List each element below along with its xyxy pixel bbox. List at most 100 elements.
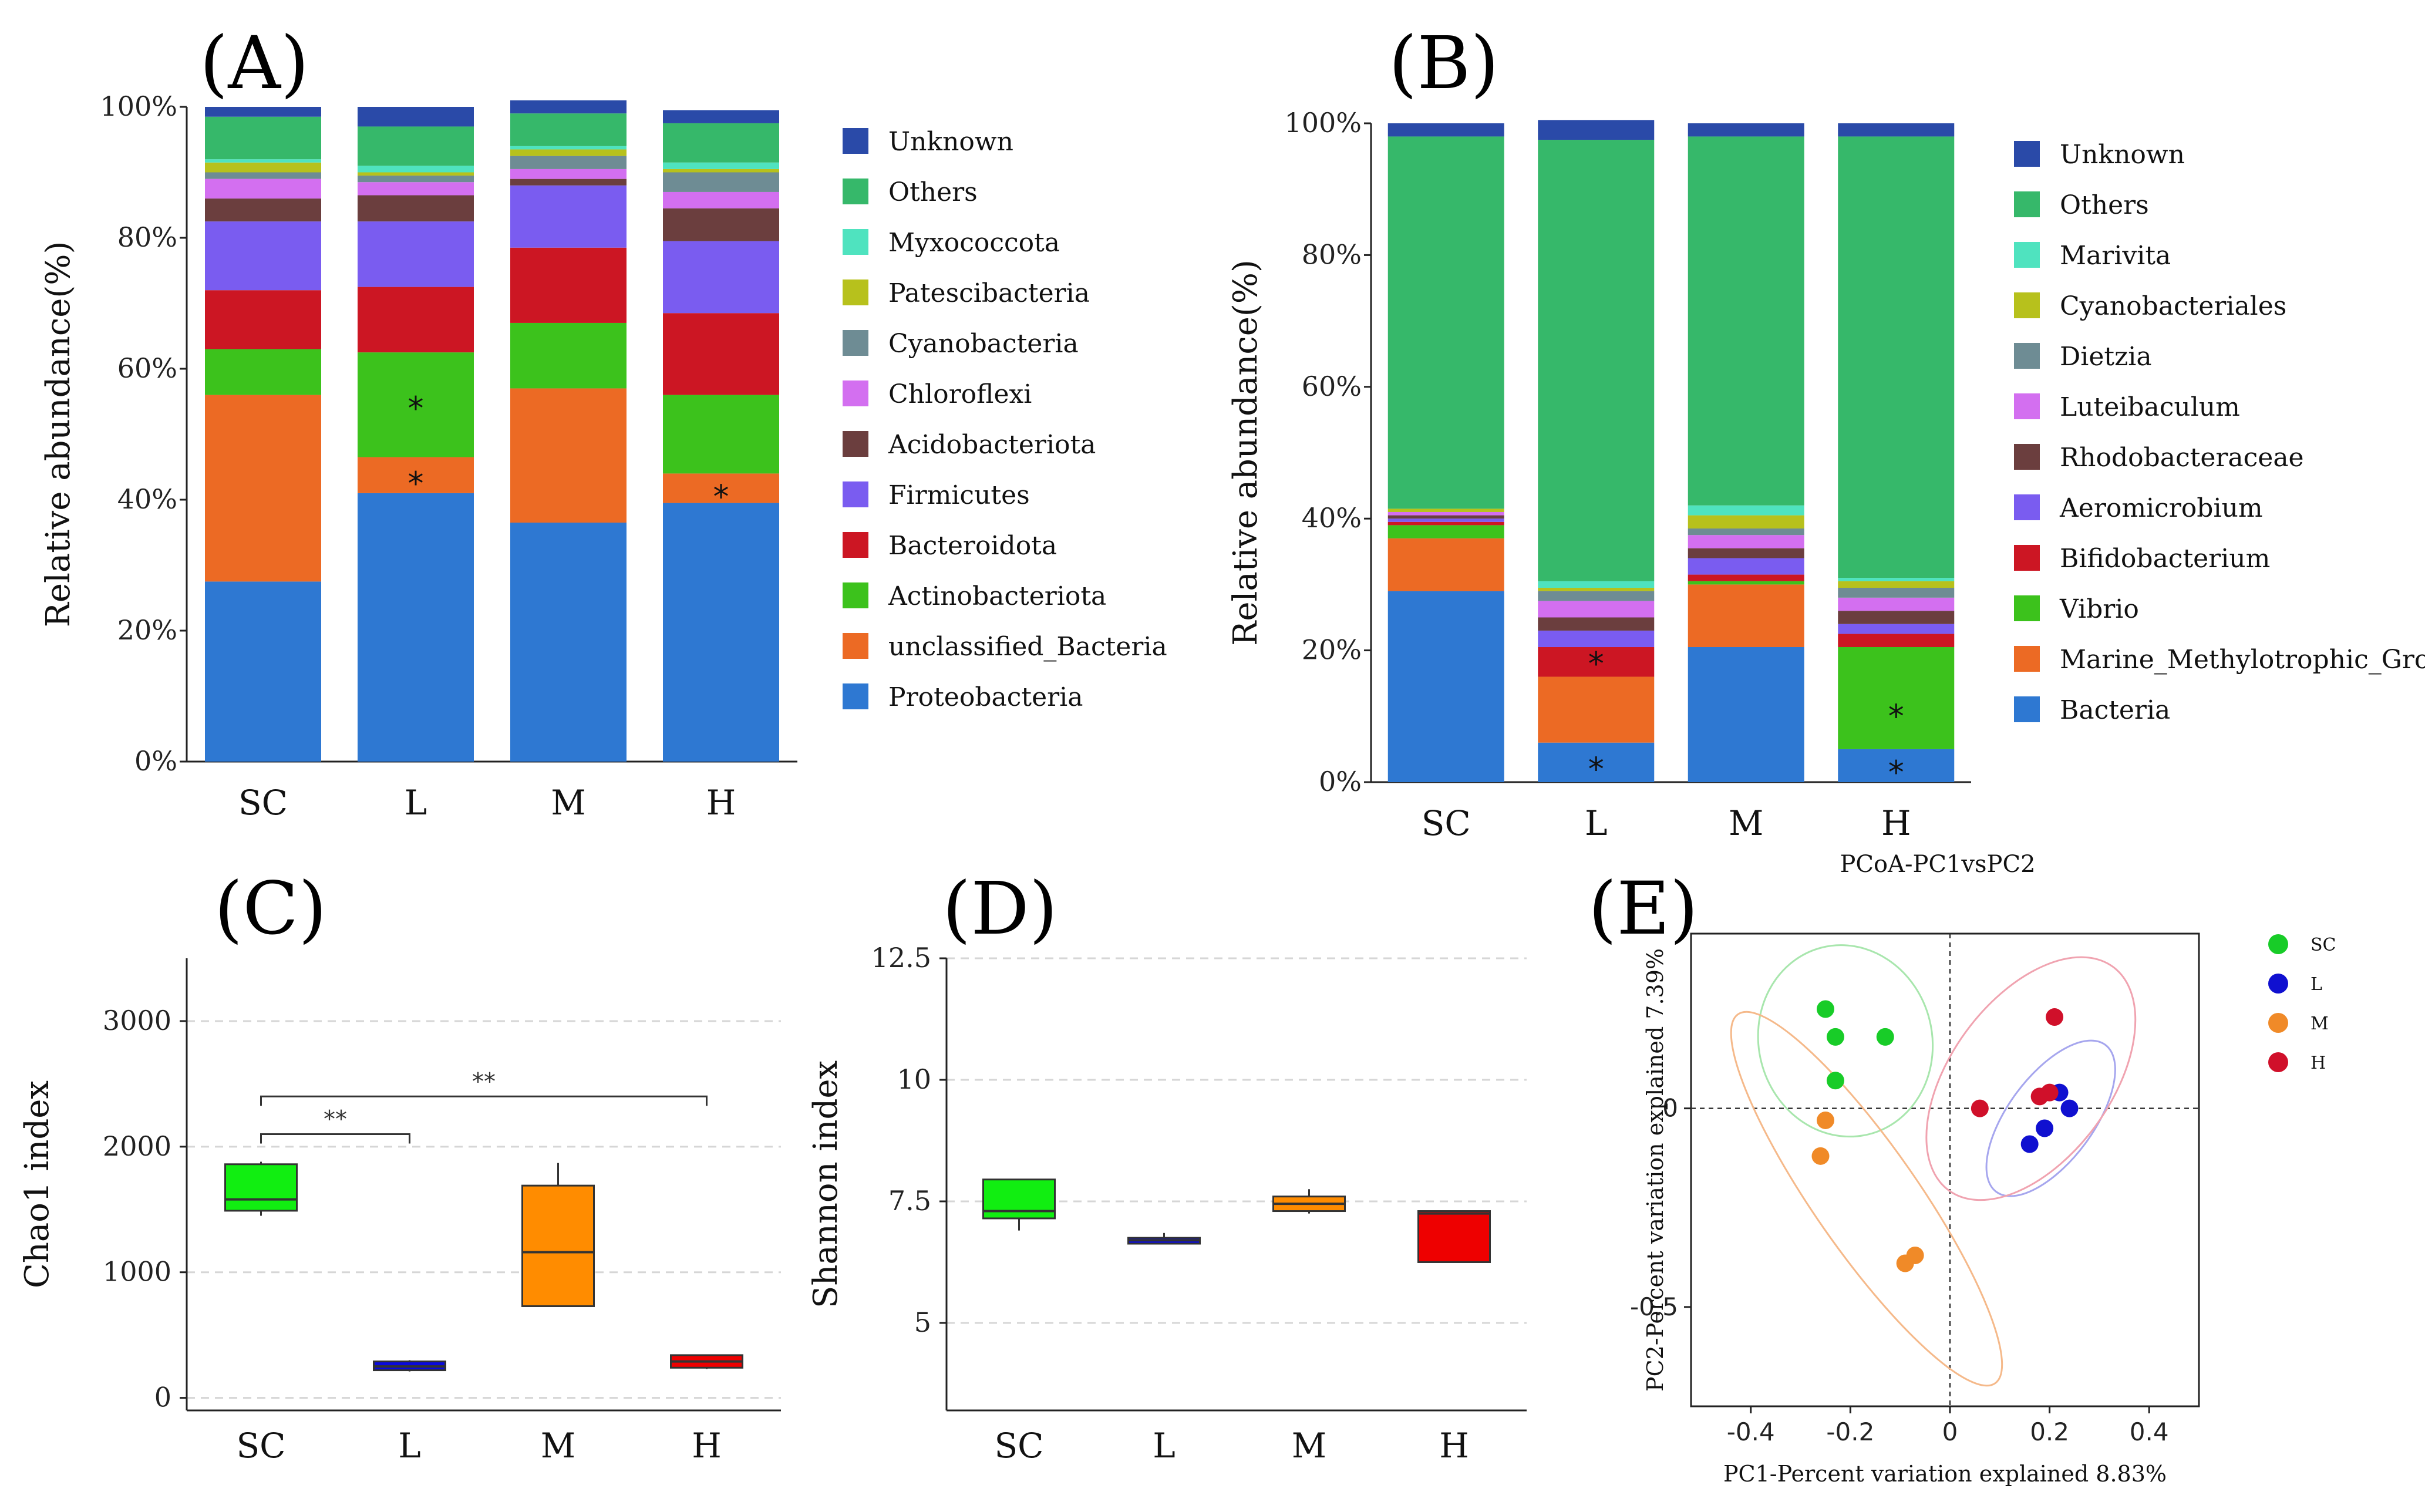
significance-star: *: [1588, 750, 1604, 787]
bar-segment-bifidobacterium-sc: [1387, 521, 1504, 526]
bar-segment-patescibacteria-h: [663, 169, 779, 173]
box-body-sc: [224, 1163, 298, 1212]
legend-swatch-luteibaculum: [2014, 393, 2040, 419]
bar-segment-chloroflexi-m: [510, 169, 627, 179]
bar-segment-bacteria-h: [1838, 749, 1955, 782]
panel-label-a: (A): [200, 21, 309, 106]
y-tick-label: 20%: [117, 614, 177, 646]
bar-segment-proteobacteria-l: [358, 493, 474, 762]
legend-label-unknown: Unknown: [888, 127, 1013, 157]
bar-segment-firmicutes-m: [510, 185, 627, 248]
bar-segment-luteibaculum-sc: [1387, 511, 1504, 516]
legend-swatch-cyanobacteriales: [2014, 292, 2040, 318]
scatter-point-h: [1971, 1099, 1989, 1117]
y-tick-label: 100%: [100, 90, 177, 122]
significance-bracket: [260, 1133, 410, 1144]
bar-segment-unknown-l: [358, 107, 474, 127]
y-tick-label: 5: [914, 1306, 931, 1338]
legend-swatch-unknown: [2014, 141, 2040, 167]
bar-segment-myxococcota-sc: [205, 159, 321, 163]
bar-segment-firmicutes-h: [663, 241, 779, 314]
bar-segment-chloroflexi-l: [358, 182, 474, 196]
bar-segment-cyanobacteria-h: [663, 172, 779, 192]
bar-segment-luteibaculum-h: [1838, 597, 1955, 611]
legend-swatch-unclassified-bacteria: [843, 633, 868, 659]
legend-label-cyanobacteriales: Cyanobacteriales: [2060, 291, 2286, 321]
significance-label: **: [324, 1106, 347, 1133]
scatter-point-m: [1816, 1111, 1834, 1129]
legend-label-marivita: Marivita: [2060, 241, 2171, 271]
bar-segment-unknown-h: [1838, 123, 1955, 137]
x-axis-label: PC1-Percent variation explained 8.83%: [1723, 1461, 2167, 1487]
legend-label-rhodobacteraceae: Rhodobacteraceae: [2060, 443, 2304, 473]
legend-label-patescibacteria: Patescibacteria: [888, 278, 1090, 308]
panel-e-pcoa-scatter: PCoA-PC1vsPC2 -0.4 -0.2 0 0.2 0.4 -0.5 0 PC1-Per…: [1630, 851, 2336, 1487]
bar-segment-aeromicrobium-m: [1688, 558, 1804, 575]
significance-star: *: [713, 478, 729, 515]
bar-segment-acidobacteriota-m: [510, 179, 627, 186]
bar-segment-rhodobacteraceae-h: [1838, 611, 1955, 624]
bar-segment-rhodobacteraceae-l: [1538, 617, 1655, 631]
panel-label-b: (B): [1389, 21, 1499, 106]
bar-segment-aeromicrobium-l: [1538, 630, 1655, 647]
significance-label: **: [472, 1068, 496, 1095]
y-tick-label: 0%: [134, 745, 177, 777]
legend-label-proteobacteria: Proteobacteria: [888, 682, 1083, 712]
bar-segment-unclassified-bacteria-h: [663, 473, 779, 503]
x-tick-label: H: [1881, 803, 1911, 843]
bar-segment-patescibacteria-sc: [205, 162, 321, 173]
bar-segment-aeromicrobium-h: [1838, 624, 1955, 634]
x-tick-label: H: [706, 783, 736, 823]
bar-segment-cyanobacteriales-h: [1838, 581, 1955, 588]
bar-segment-bacteria-sc: [1387, 591, 1504, 782]
bar-segment-unknown-h: [663, 110, 779, 123]
legend-label-firmicutes: Firmicutes: [888, 480, 1030, 510]
bar-segment-bacteria-m: [1688, 646, 1804, 782]
bar-segment-cyanobacteria-m: [510, 156, 627, 169]
bar-segment-marivita-l: [1538, 581, 1655, 588]
legend-swatch-chloroflexi: [843, 380, 868, 406]
legend-swatch-marine-methylotrophic-group: [2014, 646, 2040, 672]
y-tick-label: 7.5: [888, 1185, 931, 1217]
legend-label-m: M: [2311, 1013, 2329, 1034]
y-tick-label: 3000: [103, 1005, 171, 1036]
legend-swatch-firmicutes: [843, 481, 868, 507]
x-tick-label: 0: [1942, 1417, 1958, 1446]
bar-segment-myxococcota-h: [663, 162, 779, 169]
bar-segment-marivita-m: [1688, 505, 1804, 516]
y-tick-label: 60%: [117, 352, 177, 384]
scatter-point-l: [2036, 1119, 2054, 1137]
box-body-sc: [982, 1178, 1056, 1220]
bar-segment-others-h: [1838, 136, 1955, 578]
x-tick-label: L: [398, 1426, 421, 1466]
y-tick-label: 20%: [1302, 634, 1362, 666]
bar-segment-bacteroidota-sc: [205, 290, 321, 349]
legend-swatch-bacteroidota: [843, 532, 868, 558]
y-axis-label: Chao1 index: [18, 1080, 56, 1288]
legend-swatch-aeromicrobium: [2014, 494, 2040, 520]
bar-segment-bacteria-l: [1538, 742, 1655, 782]
legend-swatch-vibrio: [2014, 595, 2040, 621]
y-axis-label: PC2-Percent variation explained 7.39%: [1642, 948, 1668, 1392]
legend-label-acidobacteriota: Acidobacteriota: [888, 430, 1096, 460]
x-tick-label: H: [1439, 1426, 1469, 1466]
legend-label-actinobacteriota: Actinobacteriota: [888, 581, 1106, 611]
scatter-point-sc: [1826, 1028, 1844, 1046]
x-tick-label: M: [1729, 803, 1763, 843]
bar-segment-marine-methylotrophic-group-sc: [1387, 538, 1504, 591]
legend-label-unknown: Unknown: [2060, 140, 2185, 170]
bar-segment-cyanobacteriales-m: [1688, 515, 1804, 529]
legend-label-unclassified-bacteria: unclassified_Bacteria: [888, 632, 1167, 662]
bar-segment-proteobacteria-sc: [205, 581, 321, 762]
x-tick-label: SC: [1422, 803, 1471, 843]
panel-label-d: (D): [942, 867, 1057, 951]
x-tick-label: SC: [994, 1426, 1043, 1466]
bar-segment-acidobacteriota-h: [663, 208, 779, 241]
y-tick-label: 40%: [1302, 502, 1362, 534]
significance-star: *: [1888, 698, 1904, 735]
scatter-title: PCoA-PC1vsPC2: [1840, 851, 2035, 878]
bar-segment-cyanobacteriales-l: [1538, 588, 1655, 591]
bar-segment-bacteroidota-h: [663, 313, 779, 395]
x-tick-label: 0.2: [2030, 1417, 2069, 1446]
panel-a-stacked-bar-chart: 0% 20% 40% 60% 80% 100% Relative abundance(%) S…: [39, 90, 1167, 823]
